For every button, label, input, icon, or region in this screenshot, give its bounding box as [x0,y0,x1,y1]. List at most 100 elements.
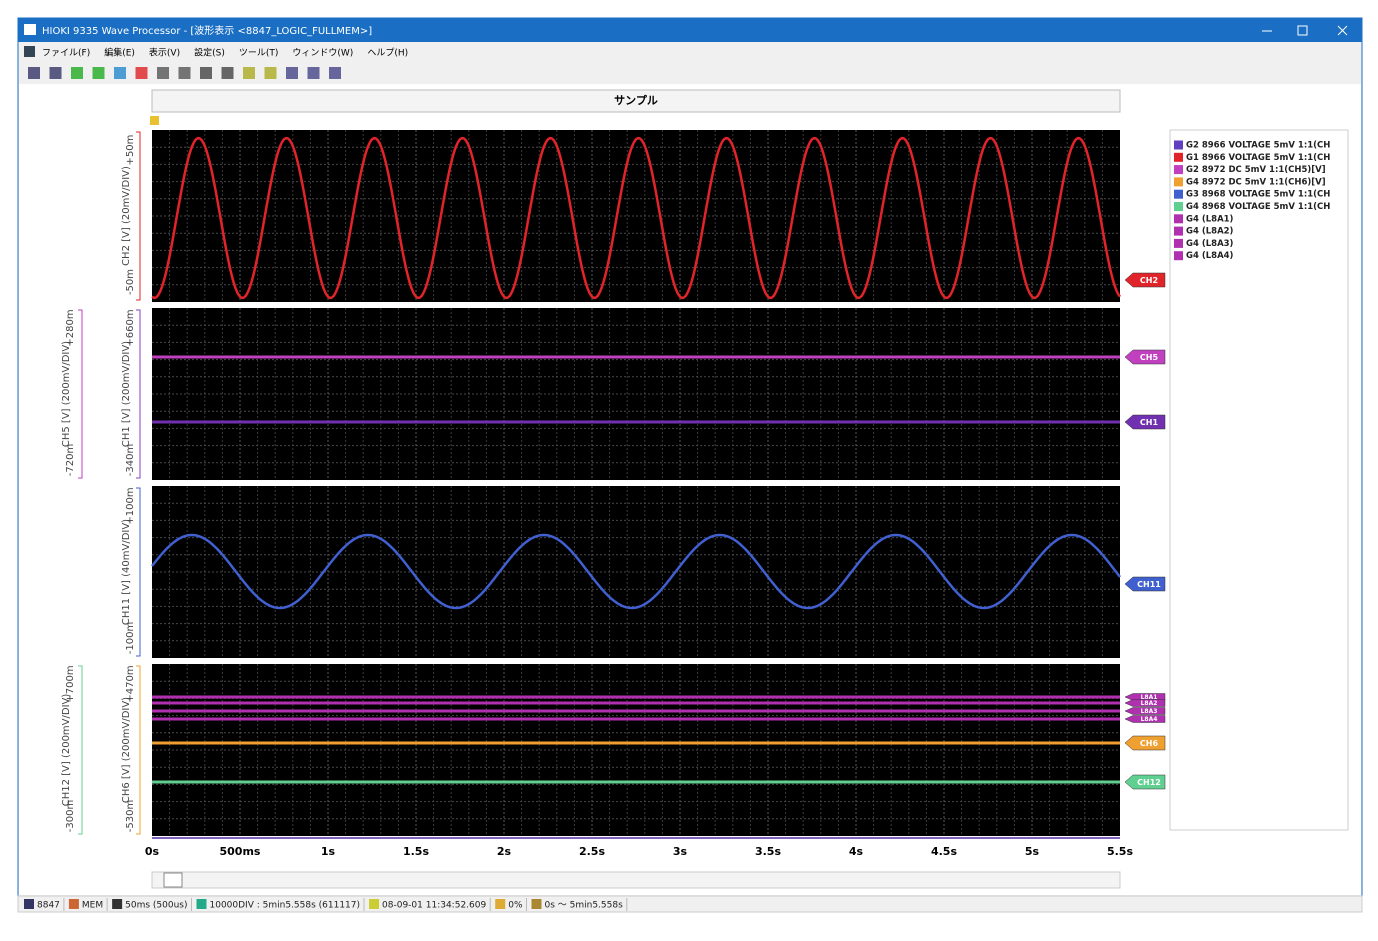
channel-tag-label: CH2 [1140,276,1158,285]
axis-bottom-label: -340m [125,444,136,476]
toolbar-button[interactable] [114,67,126,79]
axis-bracket [136,487,141,657]
status-item: 8847 [37,901,60,911]
axis-bottom-label: -100m [125,622,136,654]
channel-tag [1124,699,1166,707]
axis-bracket [136,131,141,301]
axis-label: CH6 [V] (200mV/DIV) [121,697,132,803]
x-tick-label: 500ms [220,845,261,858]
status-item: 0s ～ 5min5.558s [545,901,624,911]
axis-top-label: +280m [65,309,76,346]
toolbar-button[interactable] [243,67,255,79]
channel-tag [1124,774,1166,790]
toolbar-button[interactable] [264,67,277,79]
scrollbar[interactable] [151,871,1121,889]
app-icon [24,24,36,35]
x-tick-label: 0s [145,845,160,858]
channel-tag [1124,349,1166,365]
legend-label: G4 (L8A3) [1186,239,1234,249]
legend-swatch [1174,202,1183,211]
menu-item[interactable]: 表示(V) [149,47,180,59]
channel-tag [1124,735,1166,751]
toolbar-button[interactable] [200,67,212,79]
toolbar-button[interactable] [178,67,191,79]
axis-bracket [78,309,83,479]
title-bar [18,18,1362,42]
menu-item[interactable]: ツール(T) [239,49,279,59]
legend-swatch [1174,140,1183,150]
axis-bracket [78,665,83,835]
x-tick-label: 1s [321,845,336,858]
legend-label: G4 (L8A4) [1186,251,1234,261]
close-button[interactable] [1337,25,1348,36]
axis-top-label: +660m [125,309,136,346]
marker-icon [150,116,159,125]
toolbar-button[interactable] [28,67,40,79]
legend-box [1169,129,1349,831]
channel-tag-label: L8A1 [1141,694,1158,701]
legend-swatch [1174,177,1183,187]
legend-swatch [1174,189,1183,199]
toolbar-button[interactable] [49,67,62,79]
channel-tag-label: CH11 [1137,580,1161,589]
status-item: 08-09-01 11:34:52.609 [382,901,486,911]
status-bar [17,895,1363,913]
axis-top-label: +50m [125,135,136,166]
axis-bracket [136,665,141,835]
status-item: 0% [508,901,523,911]
status-icon [531,899,542,909]
menu-item[interactable]: ウィンドウ(W) [292,48,353,59]
legend-label: G3 8968 VOLTAGE 5mV 1:1(CH [1186,190,1330,200]
chart-header-box [151,89,1121,113]
toolbar-button[interactable] [135,67,148,79]
menu-icon [24,46,35,57]
status-icon [112,899,123,909]
legend-swatch [1174,165,1183,175]
axis-bottom-label: -530m [125,800,136,832]
toolbar-button[interactable] [157,67,169,79]
maximize-button[interactable] [1297,25,1308,36]
toolbar-button[interactable] [92,67,105,79]
legend-swatch [1174,251,1183,261]
toolbar-button[interactable] [329,67,341,79]
chart-header: サンプル [614,93,658,107]
legend-label: G2 8972 DC 5mV 1:1(CH5)[V] [1186,165,1326,175]
toolbar-button[interactable] [307,67,320,79]
x-tick-label: 3s [673,845,688,858]
channel-tag-label: L8A3 [1141,708,1158,715]
axis-bracket [136,309,141,479]
toolbar-button[interactable] [221,67,234,79]
scroll-thumb[interactable] [163,872,183,888]
waveform [151,136,1122,300]
channel-tag-label: CH6 [1140,739,1159,748]
x-tick-label: 4s [849,845,864,858]
axis-label: CH1 [V] (200mV/DIV) [121,341,132,447]
channel-tag-label: CH5 [1140,353,1159,362]
x-tick-label: 5.5s [1107,845,1133,858]
status-icon [24,899,34,909]
x-tick-label: 5s [1025,845,1040,858]
axis-top-label: +700m [65,665,76,702]
menu-item[interactable]: ヘルプ(H) [367,48,408,59]
menu-item[interactable]: ファイル(F) [42,49,90,59]
toolbar-button[interactable] [71,67,83,79]
legend-label: G4 (L8A1) [1186,214,1234,224]
menu-item[interactable]: 設定(S) [194,47,225,59]
waveform [151,533,1121,610]
axis-top-label: +100m [125,487,136,524]
channel-tag-label: L8A4 [1141,716,1158,723]
legend-label: G4 8972 DC 5mV 1:1(CH6)[V] [1186,177,1326,187]
toolbar-button[interactable] [286,67,298,79]
axis-label: CH12 [V] (200mV/DIV) [61,694,72,807]
channel-tag-label: L8A2 [1141,700,1158,707]
channel-tag [1124,576,1166,592]
status-icon [68,899,79,909]
axis-bottom-label: -300m [65,800,76,832]
channel-tag [1124,272,1166,288]
menu-item[interactable]: 編集(E) [104,47,135,59]
legend-label: G4 8968 VOLTAGE 5mV 1:1(CH [1186,202,1330,212]
status-item: MEM [82,901,103,911]
x-tick-label: 2s [497,845,512,858]
status-icon [196,899,207,909]
